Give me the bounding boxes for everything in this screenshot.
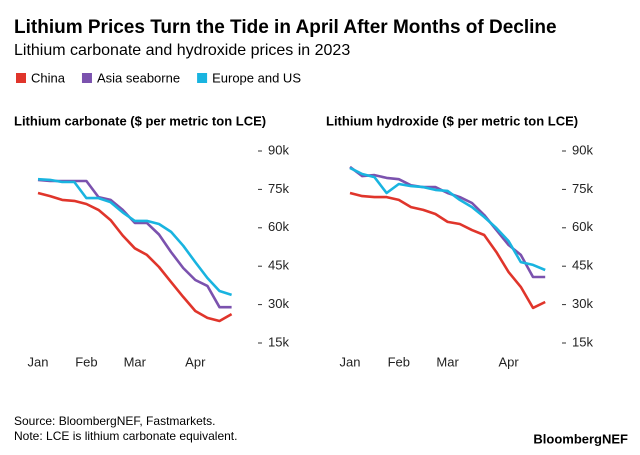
y-tick-label: 60k	[268, 219, 289, 234]
footnote: Note: LCE is lithium carbonate equivalen…	[14, 429, 237, 443]
x-tick-label: Apr	[498, 354, 519, 369]
chart-subtitle: Lithium carbonate and hydroxide prices i…	[14, 42, 350, 59]
y-tick-label: 30k	[572, 296, 593, 311]
x-tick-label: Mar	[436, 354, 459, 369]
panel-title: Lithium carbonate ($ per metric ton LCE)	[14, 113, 266, 128]
y-tick-label: 90k	[572, 142, 593, 157]
legend: China Asia seaborne Europe and US	[16, 70, 301, 85]
x-tick-label: Feb	[388, 354, 410, 369]
y-tick-label: 75k	[572, 181, 593, 196]
y-tick-label: 15k	[268, 334, 289, 349]
legend-swatch	[81, 73, 92, 83]
chart-title: Lithium Prices Turn the Tide in April Af…	[14, 17, 557, 38]
y-tick-label: 45k	[572, 258, 593, 273]
y-tick-label: 75k	[268, 181, 289, 196]
y-tick-label: 15k	[572, 334, 593, 349]
series-line	[349, 191, 546, 310]
legend-label: Asia seaborne	[97, 70, 180, 85]
x-tick-label: Jan	[340, 354, 361, 369]
x-tick-label: Feb	[75, 354, 97, 369]
y-tick-label: 90k	[268, 142, 289, 157]
panel-title: Lithium hydroxide ($ per metric ton LCE)	[326, 113, 578, 128]
y-tick-label: 30k	[268, 296, 289, 311]
brand: BloombergNEF	[533, 431, 628, 446]
y-tick-label: 60k	[572, 219, 593, 234]
legend-label: Europe and US	[212, 70, 301, 85]
x-tick-label: Mar	[124, 354, 147, 369]
source-note: Source: BloombergNEF, Fastmarkets.	[14, 414, 215, 428]
legend-swatch	[197, 73, 208, 83]
legend-swatch	[16, 73, 26, 83]
y-tick-label: 45k	[268, 258, 289, 273]
legend-label: China	[31, 70, 66, 85]
series-line	[37, 178, 232, 309]
series-line	[37, 191, 233, 323]
series-line	[37, 177, 232, 297]
x-tick-label: Apr	[185, 354, 206, 369]
series-line	[349, 166, 546, 272]
x-tick-label: Jan	[28, 354, 49, 369]
